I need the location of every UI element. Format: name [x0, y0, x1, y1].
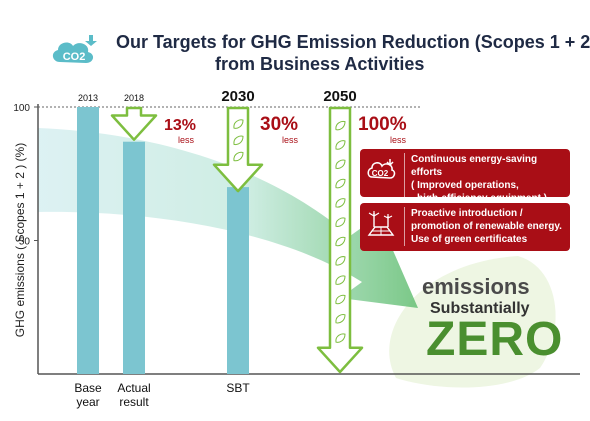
reduction-suffix-2: less: [282, 135, 299, 145]
reduction-arrow-2030-leaf-icon: [233, 151, 244, 162]
reduction-arrow-2030-leaf-icon: [233, 119, 244, 129]
year-label-0: 2013: [78, 93, 98, 103]
goal-substantially-text: Substantially: [430, 300, 530, 317]
year-label-1: 2018: [124, 93, 144, 103]
x-tick-label-0: Base: [74, 381, 102, 395]
chart-title: Our Targets for GHG Emission Reduction (…: [0, 30, 590, 74]
measure-1-line-2: ( Improved operations,: [411, 180, 519, 191]
y-axis-label-text: GHG emissions ( Scopes 1 + 2 ) (%): [13, 142, 27, 338]
y-tick-label: 100: [13, 103, 30, 114]
svg-text:CO2: CO2: [372, 169, 389, 178]
x-tick-label-2: SBT: [226, 381, 250, 395]
x-tick-label-line2-0: year: [76, 395, 99, 409]
reduction-arrow-2050-leaf-icon: [335, 314, 346, 324]
reduction-suffix-1: less: [178, 135, 195, 145]
co2-title-icon: CO2: [52, 35, 97, 63]
leaf-background: [389, 256, 556, 388]
reduction-arrow-2050-leaf-icon: [335, 120, 346, 131]
reduction-suffix-3: less: [390, 135, 407, 145]
reduction-arrow-2050-leaf-icon: [335, 333, 346, 343]
reduction-arrow-2050-leaf-icon: [335, 159, 346, 169]
measure-2-line-3: Use of green certificates: [411, 234, 528, 245]
x-tick-label-line2-1: result: [119, 395, 149, 409]
x-tick-label-1: Actual: [117, 381, 150, 395]
reduction-arrow-2050: [316, 106, 364, 374]
reduction-arrow-2050-leaf-icon: [335, 294, 346, 305]
bar-1: [123, 141, 145, 374]
reduction-arrow-2050-leaf-icon: [335, 178, 346, 189]
reduction-arrow-2050-leaf-icon: [335, 198, 346, 208]
y-axis-label: GHG emissions ( Scopes 1 + 2 ) (%): [4, 110, 36, 370]
reduction-arrow-2050-leaf-icon: [335, 217, 346, 227]
y-tick-label: 50: [19, 237, 31, 248]
year-label-2: 2030: [221, 88, 254, 105]
co2-badge-text: CO2: [63, 51, 86, 63]
measure-box-renewable-energy: Proactive introduction / promotion of re…: [360, 203, 570, 251]
measure-2-line-1: Proactive introduction /: [411, 208, 523, 219]
year-label-3: 2050: [323, 88, 356, 105]
reduction-arrow-2050-leaf-icon: [335, 236, 346, 247]
title-line-1: Our Targets for GHG Emission Reduction (…: [116, 32, 590, 52]
renewable-energy-icon: [367, 211, 395, 236]
reduction-arrow-2050-leaf-icon: [335, 256, 346, 266]
title-line-2: from Business Activities: [215, 54, 425, 74]
reduction-pct-3: 100%: [358, 114, 407, 135]
measure-1-line-3: high-efficiency equipment ): [417, 193, 548, 204]
measure-1-line-1: Continuous energy-saving efforts: [411, 154, 538, 178]
reduction-arrow-2050-leaf-icon: [335, 140, 346, 150]
bar-2: [227, 187, 249, 374]
goal-emissions-text: emissions: [422, 274, 530, 299]
reduction-arrow-2050-leaf-icon: [335, 275, 346, 285]
bar-0: [77, 107, 99, 374]
reduction-pct-1: 13%: [164, 117, 196, 134]
reduction-pct-2: 30%: [260, 114, 298, 135]
reduction-arrow-2018: [110, 106, 158, 141]
reduction-arrow-2030: [212, 106, 264, 193]
measure-box-energy-saving: CO2 Continuous energy-saving efforts ( I…: [360, 149, 570, 205]
reduction-arrow-2030-leaf-icon: [233, 135, 244, 146]
co2-icon: CO2: [367, 159, 396, 179]
goal-zero-text: ZERO: [426, 313, 564, 366]
measure-2-line-2: promotion of renewable energy.: [411, 221, 562, 232]
